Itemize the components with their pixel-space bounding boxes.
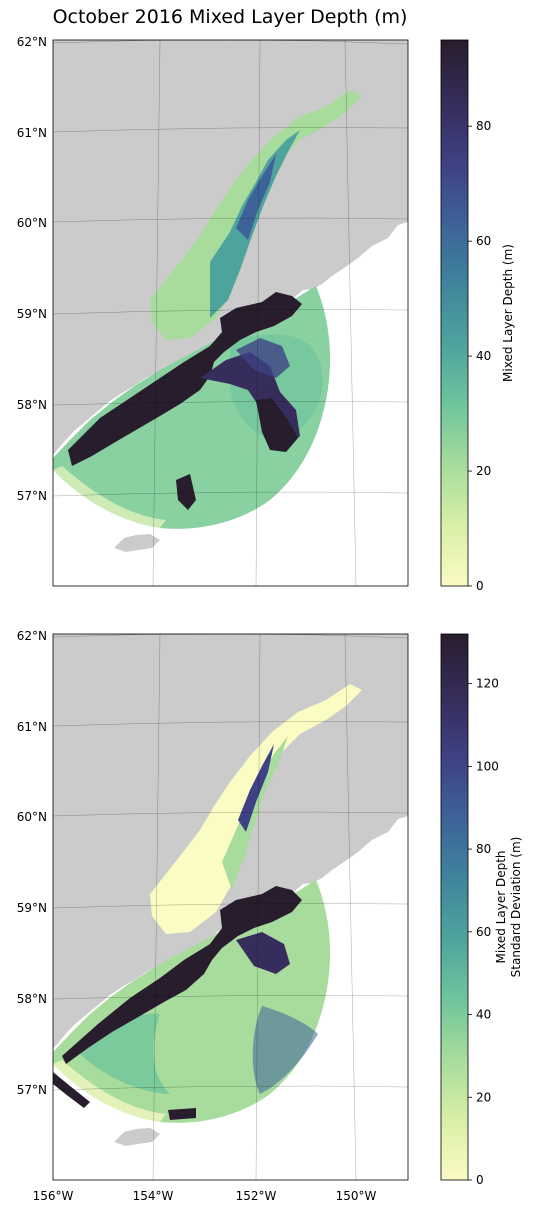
colorbar-tick-label: 20 bbox=[476, 1090, 491, 1104]
graticule bbox=[53, 40, 408, 586]
latitude-label: 61°N bbox=[17, 720, 47, 734]
longitude-labels: 156°W 154°W 152°W 150°W bbox=[33, 1189, 377, 1203]
map-frame bbox=[52, 633, 409, 1181]
latitude-label: 62°N bbox=[17, 629, 47, 643]
latitude-label: 62°N bbox=[17, 35, 47, 49]
mld-field bbox=[53, 90, 362, 529]
colorbar-tick-label: 20 bbox=[476, 464, 491, 478]
latitude-label: 60°N bbox=[17, 216, 47, 230]
map-panel-mixed-layer-depth-std: 62°N 61°N 60°N 59°N 58°N 57°N 156°W 154°W 152°W… bbox=[17, 629, 409, 1203]
latitude-label: 57°N bbox=[17, 1083, 47, 1097]
land-island bbox=[114, 1128, 160, 1146]
colorbar-tick-label: 100 bbox=[476, 759, 499, 773]
latitude-label: 61°N bbox=[17, 126, 47, 140]
longitude-label: 156°W bbox=[33, 1189, 74, 1203]
longitude-label: 152°W bbox=[236, 1189, 277, 1203]
colorbar-mixed-layer-depth-std: 0 20 40 60 80 100 120 Mixed Layer DepthStandar… bbox=[440, 633, 523, 1187]
longitude-label: 154°W bbox=[133, 1189, 174, 1203]
latitude-label: 59°N bbox=[17, 307, 47, 321]
colorbar-ramp bbox=[440, 633, 469, 1181]
colorbar-tick-label: 40 bbox=[476, 349, 491, 363]
latitude-label: 59°N bbox=[17, 901, 47, 915]
colorbar-tick-label: 60 bbox=[476, 925, 491, 939]
colorbar-tick-label: 0 bbox=[476, 1173, 484, 1187]
colorbar-tick-label: 80 bbox=[476, 119, 491, 133]
colorbar-mixed-layer-depth: 0 20 40 60 80 Mixed Layer Depth (m) bbox=[440, 39, 515, 593]
colorbar-label-line: Standard Deviation (m) bbox=[509, 837, 523, 978]
colorbar-label-line: Mixed Layer Depth bbox=[494, 850, 508, 963]
colorbar-ramp bbox=[440, 39, 469, 587]
longitude-label: 150°W bbox=[336, 1189, 377, 1203]
land-island bbox=[114, 534, 160, 552]
latitude-label: 60°N bbox=[17, 810, 47, 824]
colorbar-label: Mixed Layer Depth (m) bbox=[501, 244, 515, 382]
map-panel-mixed-layer-depth: 62°N 61°N 60°N 59°N 58°N 57°N bbox=[17, 35, 409, 587]
colorbar-ticks: 0 20 40 60 80 bbox=[468, 119, 491, 593]
colorbar-label: Mixed Layer DepthStandard Deviation (m) bbox=[494, 837, 523, 978]
latitude-labels: 62°N 61°N 60°N 59°N 58°N 57°N bbox=[17, 35, 47, 503]
graticule bbox=[53, 634, 408, 1180]
map-frame bbox=[52, 39, 409, 587]
figure-title: October 2016 Mixed Layer Depth (m) bbox=[52, 6, 408, 28]
colorbar-label-line: Mixed Layer Depth (m) bbox=[501, 244, 515, 382]
colorbar-tick-label: 120 bbox=[476, 677, 499, 691]
latitude-labels: 62°N 61°N 60°N 59°N 58°N 57°N bbox=[17, 629, 47, 1097]
colorbar-tick-label: 0 bbox=[476, 579, 484, 593]
colorbar-tick-label: 40 bbox=[476, 1008, 491, 1022]
colorbar-tick-label: 80 bbox=[476, 842, 491, 856]
colorbar-ticks: 0 20 40 60 80 100 120 bbox=[468, 677, 499, 1187]
mld-std-field bbox=[53, 684, 362, 1123]
latitude-label: 57°N bbox=[17, 489, 47, 503]
colorbar-tick-label: 60 bbox=[476, 234, 491, 248]
latitude-label: 58°N bbox=[17, 992, 47, 1006]
latitude-label: 58°N bbox=[17, 398, 47, 412]
